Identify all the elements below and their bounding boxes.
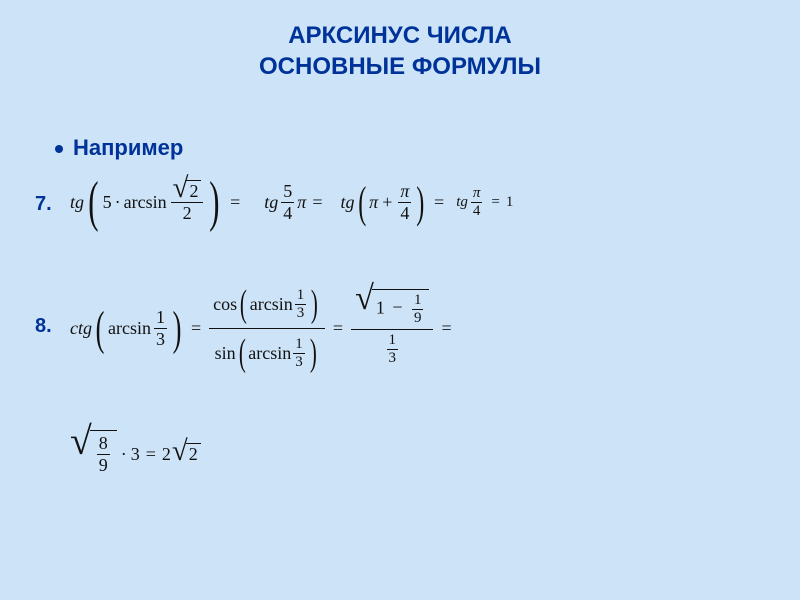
eq-4: = — [491, 194, 499, 211]
sqrt2-1: 2 — [186, 180, 201, 202]
item-number-7: 7. — [35, 193, 52, 216]
slide-title: АРКСИНУС ЧИСЛА ОСНОВНЫЕ ФОРМУЛЫ — [0, 0, 800, 82]
nine-bot-2: 9 — [97, 455, 110, 476]
lparen-2: ( — [358, 177, 366, 228]
eq-1: = — [230, 192, 240, 213]
eight-top: 8 — [97, 433, 110, 454]
dot-2: · — [121, 444, 127, 465]
four-bot-1: 4 — [281, 203, 294, 224]
four-bot-3: 4 — [471, 203, 483, 220]
title-line-2: ОСНОВНЫЕ ФОРМУЛЫ — [259, 53, 541, 80]
pi-3: π — [398, 181, 411, 202]
minus: − — [392, 297, 402, 317]
eq-8: = — [146, 444, 156, 465]
dot-1: · — [115, 192, 121, 213]
three-bot-4: 3 — [387, 350, 399, 367]
eq-7: = — [441, 318, 451, 339]
plus: + — [382, 192, 392, 213]
rparen-4: ) — [311, 282, 318, 326]
arcsin-4: arcsin — [248, 343, 291, 364]
one-top-3: 1 — [293, 336, 305, 353]
arcsin-3: arcsin — [250, 294, 293, 315]
formula-7: tg ( 5 · arcsin √ 2 2 ) = tg 5 4 π = tg … — [70, 170, 513, 234]
lparen-3: ( — [96, 301, 105, 356]
tg-1: tg — [70, 192, 84, 213]
bullet-icon — [55, 145, 63, 153]
four-bot-2: 4 — [398, 203, 411, 224]
nine-bot: 9 — [412, 310, 424, 327]
example-text: Например — [73, 135, 183, 160]
three: 3 — [131, 444, 140, 465]
eq-2: = — [312, 192, 322, 213]
two-coef: 2 — [162, 444, 171, 465]
denom-2: 2 — [181, 203, 194, 224]
radical-3: √ — [70, 430, 92, 454]
formula-8: ctg ( arcsin 1 3 ) = cos ( arcsin 1 3 ) … — [70, 280, 458, 377]
ctg: ctg — [70, 318, 92, 339]
eq-6: = — [333, 318, 343, 339]
title-line-1: АРКСИНУС ЧИСЛА — [288, 22, 512, 49]
rparen-2: ) — [417, 177, 425, 228]
one-top-5: 1 — [387, 332, 399, 349]
lparen-1: ( — [88, 170, 98, 234]
arcsin-2: arcsin — [108, 318, 151, 339]
one-top-2: 1 — [295, 287, 307, 304]
three-bot-2: 3 — [295, 305, 307, 322]
rparen-5: ) — [310, 331, 317, 375]
sqrt2-final: 2 — [186, 443, 201, 465]
cos: cos — [213, 294, 237, 315]
one-top-1: 1 — [154, 307, 167, 328]
pi-2: π — [369, 192, 378, 213]
example-label: Например — [55, 135, 183, 161]
item-number-8: 8. — [35, 315, 52, 338]
five-top: 5 — [281, 181, 294, 202]
tg-4: tg — [456, 194, 468, 211]
eq-3: = — [434, 192, 444, 213]
pi-1: π — [297, 192, 306, 213]
arcsin-1: arcsin — [124, 192, 167, 213]
five: 5 — [103, 192, 112, 213]
tg-2: tg — [264, 192, 278, 213]
tg-3: tg — [340, 192, 354, 213]
one-top-4: 1 — [412, 292, 424, 309]
one-inside: 1 — [376, 297, 385, 317]
three-bot-1: 3 — [154, 329, 167, 350]
rparen-1: ) — [210, 170, 220, 234]
sin: sin — [215, 343, 236, 364]
lparen-4: ( — [240, 282, 247, 326]
eq-5: = — [191, 318, 201, 339]
rparen-3: ) — [173, 301, 182, 356]
pi-4: π — [471, 185, 483, 202]
formula-tail: √ 8 9 · 3 = 2 √ 2 — [70, 430, 201, 478]
lparen-5: ( — [238, 331, 245, 375]
one-result: 1 — [506, 194, 514, 211]
three-bot-3: 3 — [293, 354, 305, 371]
